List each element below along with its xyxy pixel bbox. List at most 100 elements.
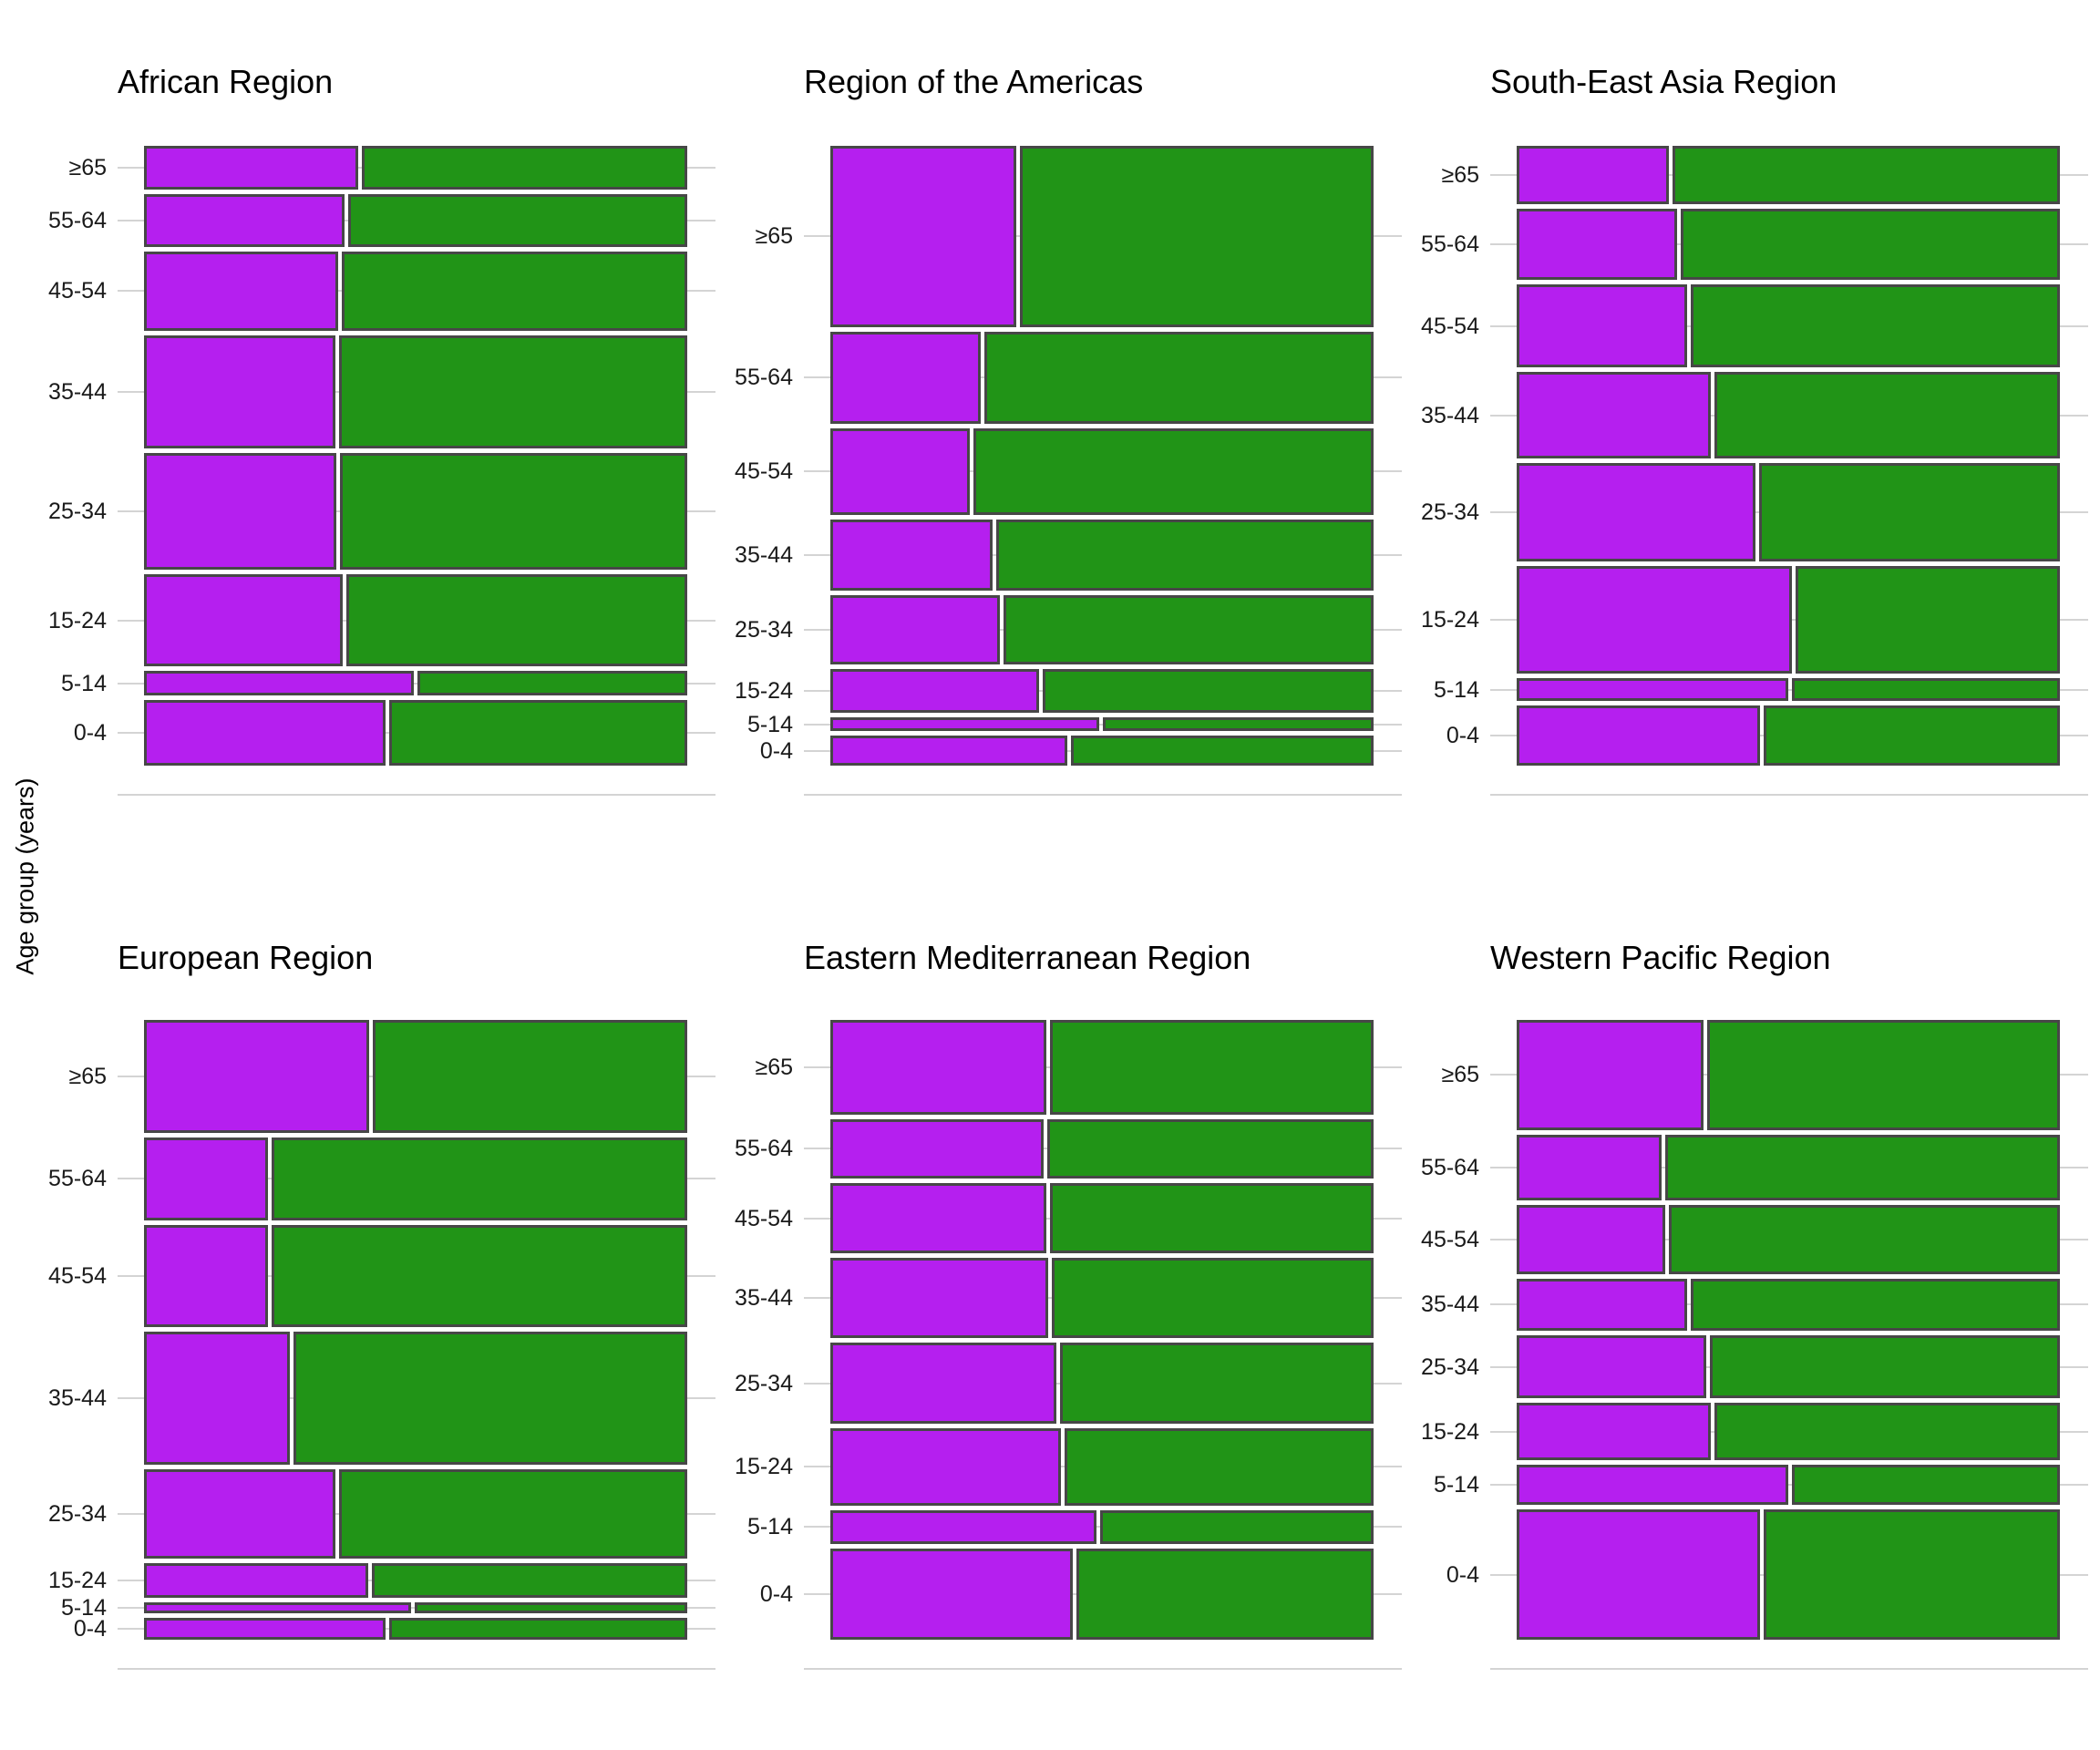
- age-row-65: [830, 1020, 1374, 1115]
- segment-green: [1050, 1020, 1374, 1115]
- panel-african-region: [118, 146, 715, 796]
- age-row-0-4: [1517, 1509, 2060, 1640]
- age-row-65: [144, 146, 687, 190]
- age-row-35-44: [1517, 372, 2060, 458]
- age-row-55-64: [1517, 1134, 2060, 1200]
- segment-purple: [830, 1428, 1061, 1506]
- age-row-55-64: [830, 1118, 1374, 1179]
- segment-green: [1071, 736, 1374, 766]
- age-row-15-24: [830, 668, 1374, 714]
- segment-purple: [144, 1618, 386, 1640]
- segment-green: [1791, 678, 2060, 702]
- age-row-25-34: [144, 1469, 687, 1559]
- segment-purple: [1517, 1278, 1688, 1331]
- age-tick-label: 45-54: [735, 458, 793, 485]
- age-row-15-24: [1517, 566, 2060, 674]
- axis-baseline: [118, 1668, 715, 1670]
- age-tick-label: 0-4: [759, 737, 793, 764]
- age-tick-label: 0-4: [73, 720, 107, 746]
- age-tick-label: 25-34: [735, 1370, 793, 1396]
- segment-purple: [830, 519, 993, 592]
- segment-purple: [144, 146, 359, 190]
- age-row-25-34: [1517, 462, 2060, 562]
- panel-title-region-of-the-americas: Region of the Americas: [804, 63, 1144, 100]
- age-row-15-24: [144, 574, 687, 667]
- segment-purple: [1517, 705, 1760, 766]
- age-tick-label: 35-44: [1421, 402, 1479, 428]
- segment-green: [388, 1618, 687, 1640]
- gridline: [1490, 688, 2088, 691]
- age-row-45-54: [144, 251, 687, 331]
- segment-green: [973, 427, 1374, 515]
- segment-green: [996, 519, 1374, 592]
- age-row-15-24: [1517, 1403, 2060, 1460]
- age-tick-label: 45-54: [48, 1262, 107, 1289]
- age-row-65: [1517, 146, 2060, 204]
- age-tick-label: 45-54: [735, 1205, 793, 1231]
- age-row-0-4: [144, 700, 687, 766]
- age-tick-label: 35-44: [1421, 1292, 1479, 1318]
- panel-title-african-region: African Region: [118, 63, 334, 100]
- segment-purple: [144, 1469, 336, 1559]
- age-tick-label: ≥65: [755, 223, 793, 250]
- age-row-55-64: [144, 1137, 687, 1220]
- axis-baseline: [118, 794, 715, 796]
- age-row-15-24: [144, 1562, 687, 1598]
- age-tick-label: 25-34: [48, 1501, 107, 1528]
- age-tick-label: 15-24: [48, 1567, 107, 1593]
- age-tick-label: ≥65: [1441, 1062, 1479, 1088]
- age-tick-label: 0-4: [73, 1616, 107, 1642]
- age-tick-label: 15-24: [1421, 1418, 1479, 1445]
- segment-green: [1076, 1549, 1374, 1640]
- segment-green: [415, 1601, 687, 1614]
- segment-purple: [830, 595, 1000, 664]
- age-tick-label: 15-24: [735, 678, 793, 705]
- segment-green: [1046, 1118, 1374, 1179]
- age-tick-label: 15-24: [48, 607, 107, 633]
- segment-purple: [830, 1020, 1047, 1115]
- segment-purple: [830, 736, 1068, 766]
- segment-purple: [830, 1549, 1074, 1640]
- segment-purple: [1517, 1403, 1711, 1460]
- age-row-55-64: [830, 331, 1374, 424]
- segment-green: [338, 335, 687, 449]
- segment-purple: [144, 1562, 368, 1598]
- age-row-35-44: [144, 335, 687, 449]
- age-row-5-14: [1517, 1464, 2060, 1506]
- gridline: [1490, 1484, 2088, 1487]
- segment-green: [389, 700, 687, 766]
- age-row-35-44: [830, 519, 1374, 592]
- segment-purple: [144, 574, 343, 667]
- segment-green: [1060, 1343, 1374, 1425]
- age-row-0-4: [1517, 705, 2060, 766]
- segment-green: [339, 453, 687, 571]
- panel-eastern-mediterranean-region: [804, 1020, 1402, 1670]
- panel-european-region: [118, 1020, 715, 1670]
- age-tick-label: ≥65: [1441, 161, 1479, 188]
- segment-green: [1707, 1020, 2060, 1130]
- segment-green: [347, 194, 687, 247]
- segment-green: [1759, 462, 2060, 562]
- segment-purple: [830, 1343, 1057, 1425]
- age-tick-label: 0-4: [759, 1581, 793, 1607]
- age-row-25-34: [144, 453, 687, 571]
- panel-title-eastern-mediterranean-region: Eastern Mediterranean Region: [804, 939, 1251, 976]
- age-row-45-54: [830, 427, 1374, 515]
- segment-purple: [144, 1332, 290, 1466]
- age-tick-label: 45-54: [1421, 1226, 1479, 1252]
- segment-purple: [1517, 678, 1788, 702]
- segment-green: [1665, 1134, 2060, 1200]
- segment-green: [271, 1224, 687, 1327]
- panel-title-south-east-asia-region: South-East Asia Region: [1490, 63, 1838, 100]
- age-tick-label: 0-4: [1446, 1561, 1479, 1588]
- age-row-45-54: [144, 1224, 687, 1327]
- segment-green: [1791, 1464, 2060, 1506]
- segment-green: [339, 1469, 687, 1559]
- age-row-25-34: [1517, 1334, 2060, 1399]
- segment-purple: [1517, 566, 1792, 674]
- segment-purple: [144, 453, 336, 571]
- segment-green: [1763, 1509, 2060, 1640]
- segment-green: [1043, 668, 1374, 714]
- segment-purple: [1517, 1204, 1665, 1274]
